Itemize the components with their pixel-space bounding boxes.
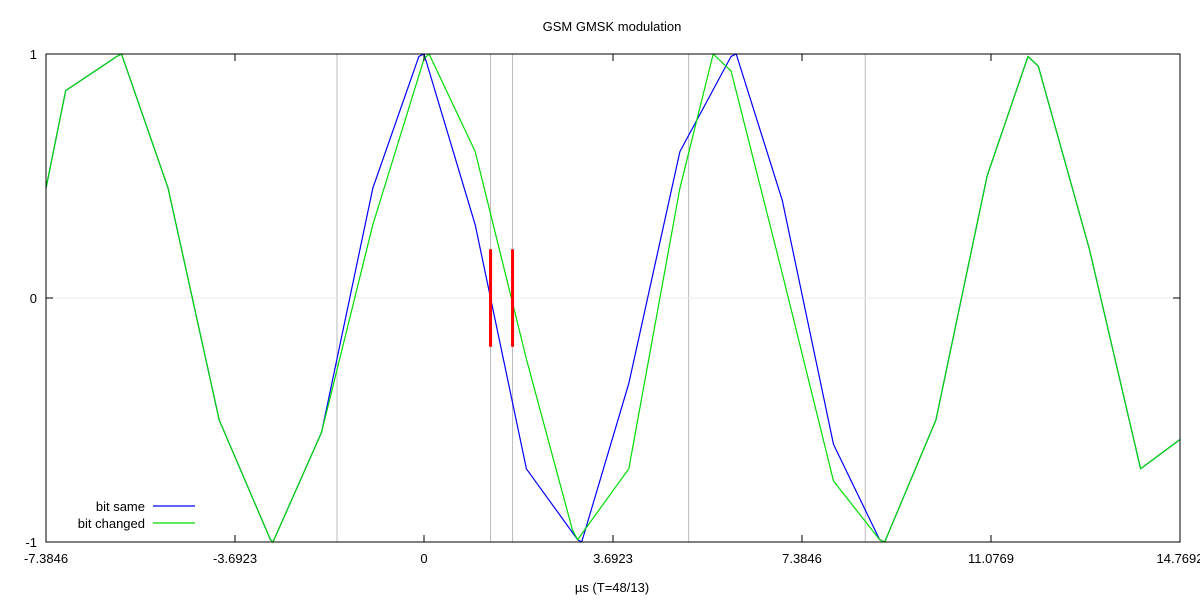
x-tick-label-2: 0 [420, 551, 427, 566]
x-tick-label-0: -7.3846 [24, 551, 68, 566]
y-tick-label-1: 0 [30, 291, 37, 306]
legend-label-bit-same: bit same [96, 499, 145, 514]
y-tick-label-2: 1 [30, 47, 37, 62]
x-axis-ticks: -7.3846 -3.6923 0 3.6923 7.3846 11.0769 14.769… [24, 54, 1200, 566]
x-tick-label-4: 7.3846 [782, 551, 822, 566]
x-tick-label-6: 14.7692 [1157, 551, 1200, 566]
x-tick-label-5: 11.0769 [968, 551, 1014, 566]
legend-label-bit-changed: bit changed [78, 516, 145, 531]
x-axis-label: µs (T=48/13) [575, 580, 649, 595]
chart-title: GSM GMSK modulation [543, 19, 682, 34]
marker-layer [489, 249, 515, 347]
x-tick-label-3: 3.6923 [593, 551, 633, 566]
legend: bit same bit changed [78, 499, 195, 531]
y-axis-ticks: -1 0 1 [25, 47, 1180, 550]
y-tick-label-0: -1 [25, 535, 37, 550]
grid-lines [46, 54, 1180, 542]
x-tick-label-1: -3.6923 [213, 551, 257, 566]
series-line-bit-changed [45, 53, 1181, 543]
